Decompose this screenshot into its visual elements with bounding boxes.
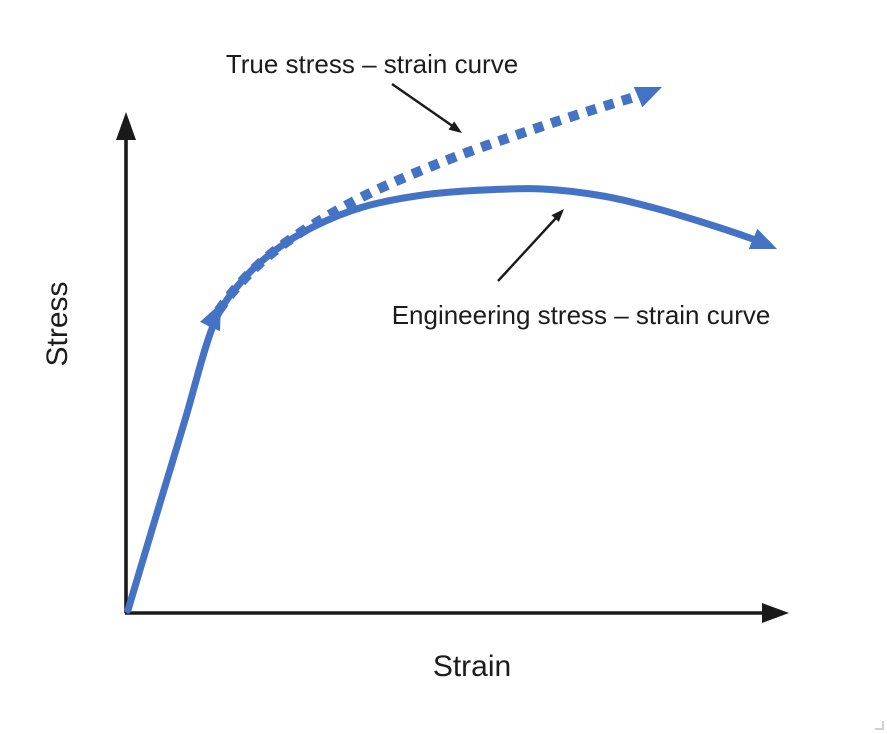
true-stress-curve xyxy=(203,91,640,329)
true-curve-pointer-arrowhead-icon xyxy=(448,121,462,133)
annotation-arrows-layer xyxy=(391,83,564,282)
curves-layer xyxy=(124,87,777,614)
true-curve-label: True stress – strain curve xyxy=(226,49,518,79)
x-axis-label: Strain xyxy=(433,650,511,683)
engineering-curve-label: Engineering stress – strain curve xyxy=(392,300,771,330)
engineering-stress-curve-arrowhead-icon xyxy=(748,228,777,249)
engineering-curve-pointer-arrowhead-icon xyxy=(551,209,564,222)
x-axis-arrowhead-icon xyxy=(762,603,789,623)
true-curve-pointer-line xyxy=(391,83,455,128)
corner-artifact xyxy=(875,721,884,730)
y-axis-label: Stress xyxy=(41,281,74,366)
true-stress-curve-arrowhead-icon xyxy=(633,87,662,108)
engineering-stress-curve xyxy=(124,185,768,614)
engineering-curve-pointer-line xyxy=(497,217,557,282)
y-axis-arrowhead-icon xyxy=(116,112,136,140)
axes xyxy=(116,112,789,623)
